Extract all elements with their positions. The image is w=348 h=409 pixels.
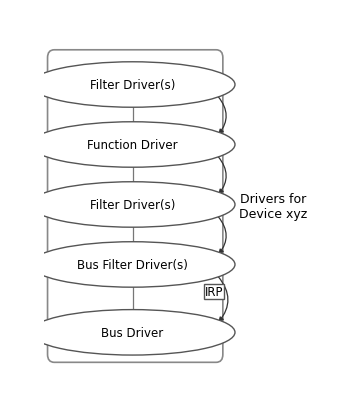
FancyBboxPatch shape <box>204 285 224 299</box>
Text: Filter Driver(s): Filter Driver(s) <box>90 198 175 211</box>
Text: Filter Driver(s): Filter Driver(s) <box>90 79 175 92</box>
FancyArrowPatch shape <box>218 277 228 321</box>
Text: Drivers for
Device xyz: Drivers for Device xyz <box>239 193 307 220</box>
Text: IRP: IRP <box>205 285 223 298</box>
FancyArrowPatch shape <box>218 217 226 254</box>
Text: Function Driver: Function Driver <box>87 139 178 152</box>
FancyArrowPatch shape <box>218 157 226 194</box>
FancyArrowPatch shape <box>218 98 226 134</box>
Ellipse shape <box>30 310 235 355</box>
Ellipse shape <box>30 63 235 108</box>
Ellipse shape <box>30 122 235 168</box>
Ellipse shape <box>30 242 235 288</box>
Text: Bus Driver: Bus Driver <box>101 326 164 339</box>
Text: Bus Filter Driver(s): Bus Filter Driver(s) <box>77 258 188 271</box>
Ellipse shape <box>30 182 235 228</box>
FancyBboxPatch shape <box>48 51 223 362</box>
